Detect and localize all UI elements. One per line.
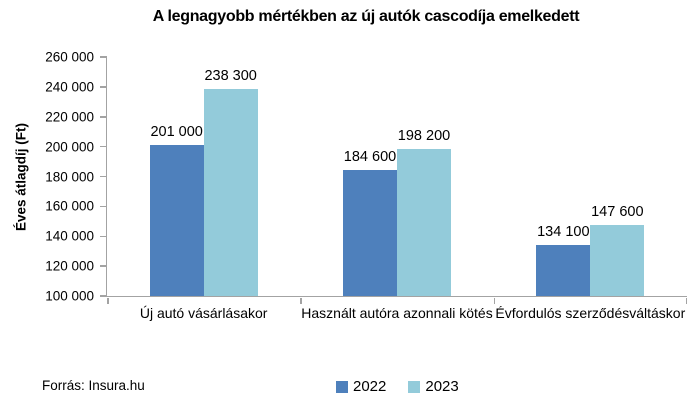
y-axis-tick-label: 260 000 bbox=[45, 49, 94, 65]
x-axis-tick bbox=[107, 297, 109, 304]
legend-swatch-icon bbox=[336, 380, 348, 393]
y-axis-tick-label: 100 000 bbox=[45, 288, 94, 304]
bar-2023-2 bbox=[590, 224, 645, 296]
bar-2022-1 bbox=[343, 169, 397, 296]
legend-swatch-icon bbox=[408, 380, 421, 393]
bar-value-label: 238 300 bbox=[204, 68, 257, 85]
y-axis-tick bbox=[100, 205, 107, 208]
y-axis-tick-label: 200 000 bbox=[45, 139, 94, 155]
y-axis-tick-label: 160 000 bbox=[45, 198, 94, 214]
y-axis-tick bbox=[100, 295, 107, 297]
legend-item-2023: 2023 bbox=[408, 378, 459, 395]
bar-value-label: 147 600 bbox=[591, 203, 644, 220]
y-axis-tick bbox=[100, 265, 107, 267]
y-axis-tick bbox=[100, 175, 107, 178]
y-axis-tick-label: 240 000 bbox=[45, 79, 94, 95]
legend-label: 2022 bbox=[353, 378, 387, 395]
y-axis-tick bbox=[100, 116, 107, 118]
legend-item-2022: 2022 bbox=[336, 378, 386, 395]
x-axis-tick bbox=[300, 297, 302, 304]
plot-area: 100 000 120 000 140 000 160 000 180 000 200 0… bbox=[45, 50, 687, 321]
y-axis-tick-label: 120 000 bbox=[45, 258, 94, 274]
x-category-label: Évfordulós szerződésváltáskor bbox=[495, 305, 686, 321]
bar-2023-0 bbox=[203, 89, 258, 296]
legend-label: 2023 bbox=[425, 378, 459, 395]
chart-title: A legnagyobb mértékben az új autók casco… bbox=[152, 8, 580, 25]
source-text: Forrás: Insura.hu bbox=[42, 378, 145, 393]
x-axis-tick bbox=[493, 297, 496, 304]
y-axis-tick bbox=[100, 56, 107, 58]
bar-value-label: 184 600 bbox=[343, 148, 397, 165]
y-axis-tick bbox=[100, 145, 107, 148]
y-axis-tick bbox=[100, 235, 107, 237]
bar-value-label: 201 000 bbox=[150, 124, 203, 141]
y-axis-tick bbox=[100, 86, 107, 88]
bar-value-label: 134 100 bbox=[537, 224, 590, 241]
legend: 2022 2023 bbox=[336, 378, 459, 395]
x-category-label: Új autó vásárlásakor bbox=[139, 305, 268, 321]
y-axis-tick-label: 140 000 bbox=[45, 228, 94, 244]
x-axis-tick bbox=[685, 297, 687, 304]
bar-2022-0 bbox=[149, 145, 204, 296]
y-axis-tick-label: 220 000 bbox=[45, 109, 94, 125]
bar-value-label: 198 200 bbox=[397, 128, 451, 145]
y-axis-tick-label: 180 000 bbox=[45, 169, 94, 184]
x-category-label: Használt autóra azonnali kötés bbox=[301, 305, 493, 321]
bar-2023-1 bbox=[397, 149, 451, 296]
bar-2022-2 bbox=[536, 245, 591, 296]
